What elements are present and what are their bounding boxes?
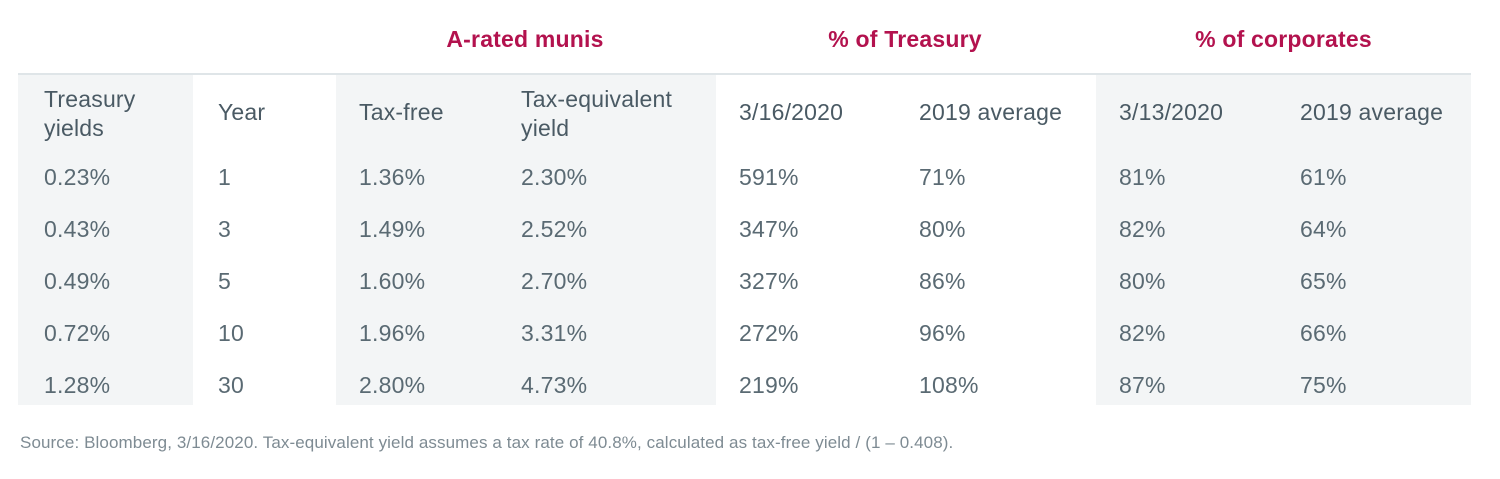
cell-treasury-yield: 0.43% [44,216,111,242]
column-header-tax-equivalent: Tax-equivalent yield [521,85,672,143]
cell-pct-corporates-date: 82% [1119,320,1166,346]
column-header-line: Tax-equivalent [521,86,673,112]
cell-pct-treasury-date: 591% [739,164,799,190]
cell-pct-corporates-average: 64% [1300,216,1347,242]
cell-pct-treasury-average: 108% [919,372,979,398]
cell-pct-corporates-average: 66% [1300,320,1347,346]
cell-tax-equivalent: 2.70% [521,268,588,294]
cell-pct-treasury-date: 272% [739,320,799,346]
cell-tax-equivalent: 2.30% [521,164,588,190]
cell-tax-free: 1.36% [359,164,426,190]
group-header-munis: A-rated munis [446,26,604,52]
cell-year: 5 [218,268,231,294]
cell-year: 3 [218,216,231,242]
cell-treasury-yield: 0.23% [44,164,111,190]
cell-tax-equivalent: 3.31% [521,320,588,346]
source-note: Source: Bloomberg, 3/16/2020. Tax-equiva… [20,433,954,452]
cell-pct-treasury-date: 219% [739,372,799,398]
yield-table: A-rated munis % of Treasury % of corpora… [18,0,1471,405]
cell-tax-free: 1.60% [359,268,426,294]
column-shading [1096,75,1471,405]
table-row: 0.49% 5 1.60% 2.70% 327% 86% 80% 65% [18,258,1471,310]
cell-pct-treasury-average: 96% [919,320,966,346]
group-header-row: A-rated munis % of Treasury % of corpora… [18,0,1471,75]
cell-pct-treasury-date: 327% [739,268,799,294]
column-header-tax-free: Tax-free [359,99,444,125]
cell-treasury-yield: 1.28% [44,372,111,398]
column-header-year: Year [218,99,266,125]
cell-tax-free: 2.80% [359,372,426,398]
table-row: 1.28% 30 2.80% 4.73% 219% 108% 87% 75% [18,362,1471,414]
column-header-line: Treasury [44,86,136,112]
cell-pct-corporates-average: 65% [1300,268,1347,294]
cell-pct-corporates-date: 82% [1119,216,1166,242]
cell-pct-treasury-average: 86% [919,268,966,294]
column-header-line: yield [521,115,570,141]
cell-pct-corporates-date: 81% [1119,164,1166,190]
group-header-corporates: % of corporates [1195,26,1372,52]
cell-tax-free: 1.96% [359,320,426,346]
column-header-treasury-average: 2019 average [919,99,1063,125]
cell-pct-treasury-average: 71% [919,164,966,190]
column-header-treasury-date: 3/16/2020 [739,99,844,125]
column-header-corporates-average: 2019 average [1300,99,1444,125]
column-header-treasury-yields: Treasury yields [44,85,136,143]
cell-pct-treasury-date: 347% [739,216,799,242]
column-shading [336,75,716,405]
cell-pct-corporates-date: 80% [1119,268,1166,294]
cell-year: 10 [218,320,244,346]
cell-tax-free: 1.49% [359,216,426,242]
cell-treasury-yield: 0.72% [44,320,111,346]
cell-tax-equivalent: 2.52% [521,216,588,242]
table-row: 0.43% 3 1.49% 2.52% 347% 80% 82% 64% [18,206,1471,258]
cell-pct-corporates-average: 75% [1300,372,1347,398]
cell-pct-treasury-average: 80% [919,216,966,242]
table-row: 0.72% 10 1.96% 3.31% 272% 96% 82% 66% [18,310,1471,362]
table-row: 0.23% 1 1.36% 2.30% 591% 71% 81% 61% [18,154,1471,206]
cell-pct-corporates-date: 87% [1119,372,1166,398]
column-header-line: yields [44,115,105,141]
column-header-corporates-date: 3/13/2020 [1119,99,1224,125]
cell-year: 30 [218,372,244,398]
cell-year: 1 [218,164,231,190]
cell-pct-corporates-average: 61% [1300,164,1347,190]
cell-treasury-yield: 0.49% [44,268,111,294]
cell-tax-equivalent: 4.73% [521,372,588,398]
table-body: Treasury yields Year Tax-free Tax-equiva… [18,75,1471,405]
group-header-treasury: % of Treasury [828,26,982,52]
column-shading [18,75,193,405]
